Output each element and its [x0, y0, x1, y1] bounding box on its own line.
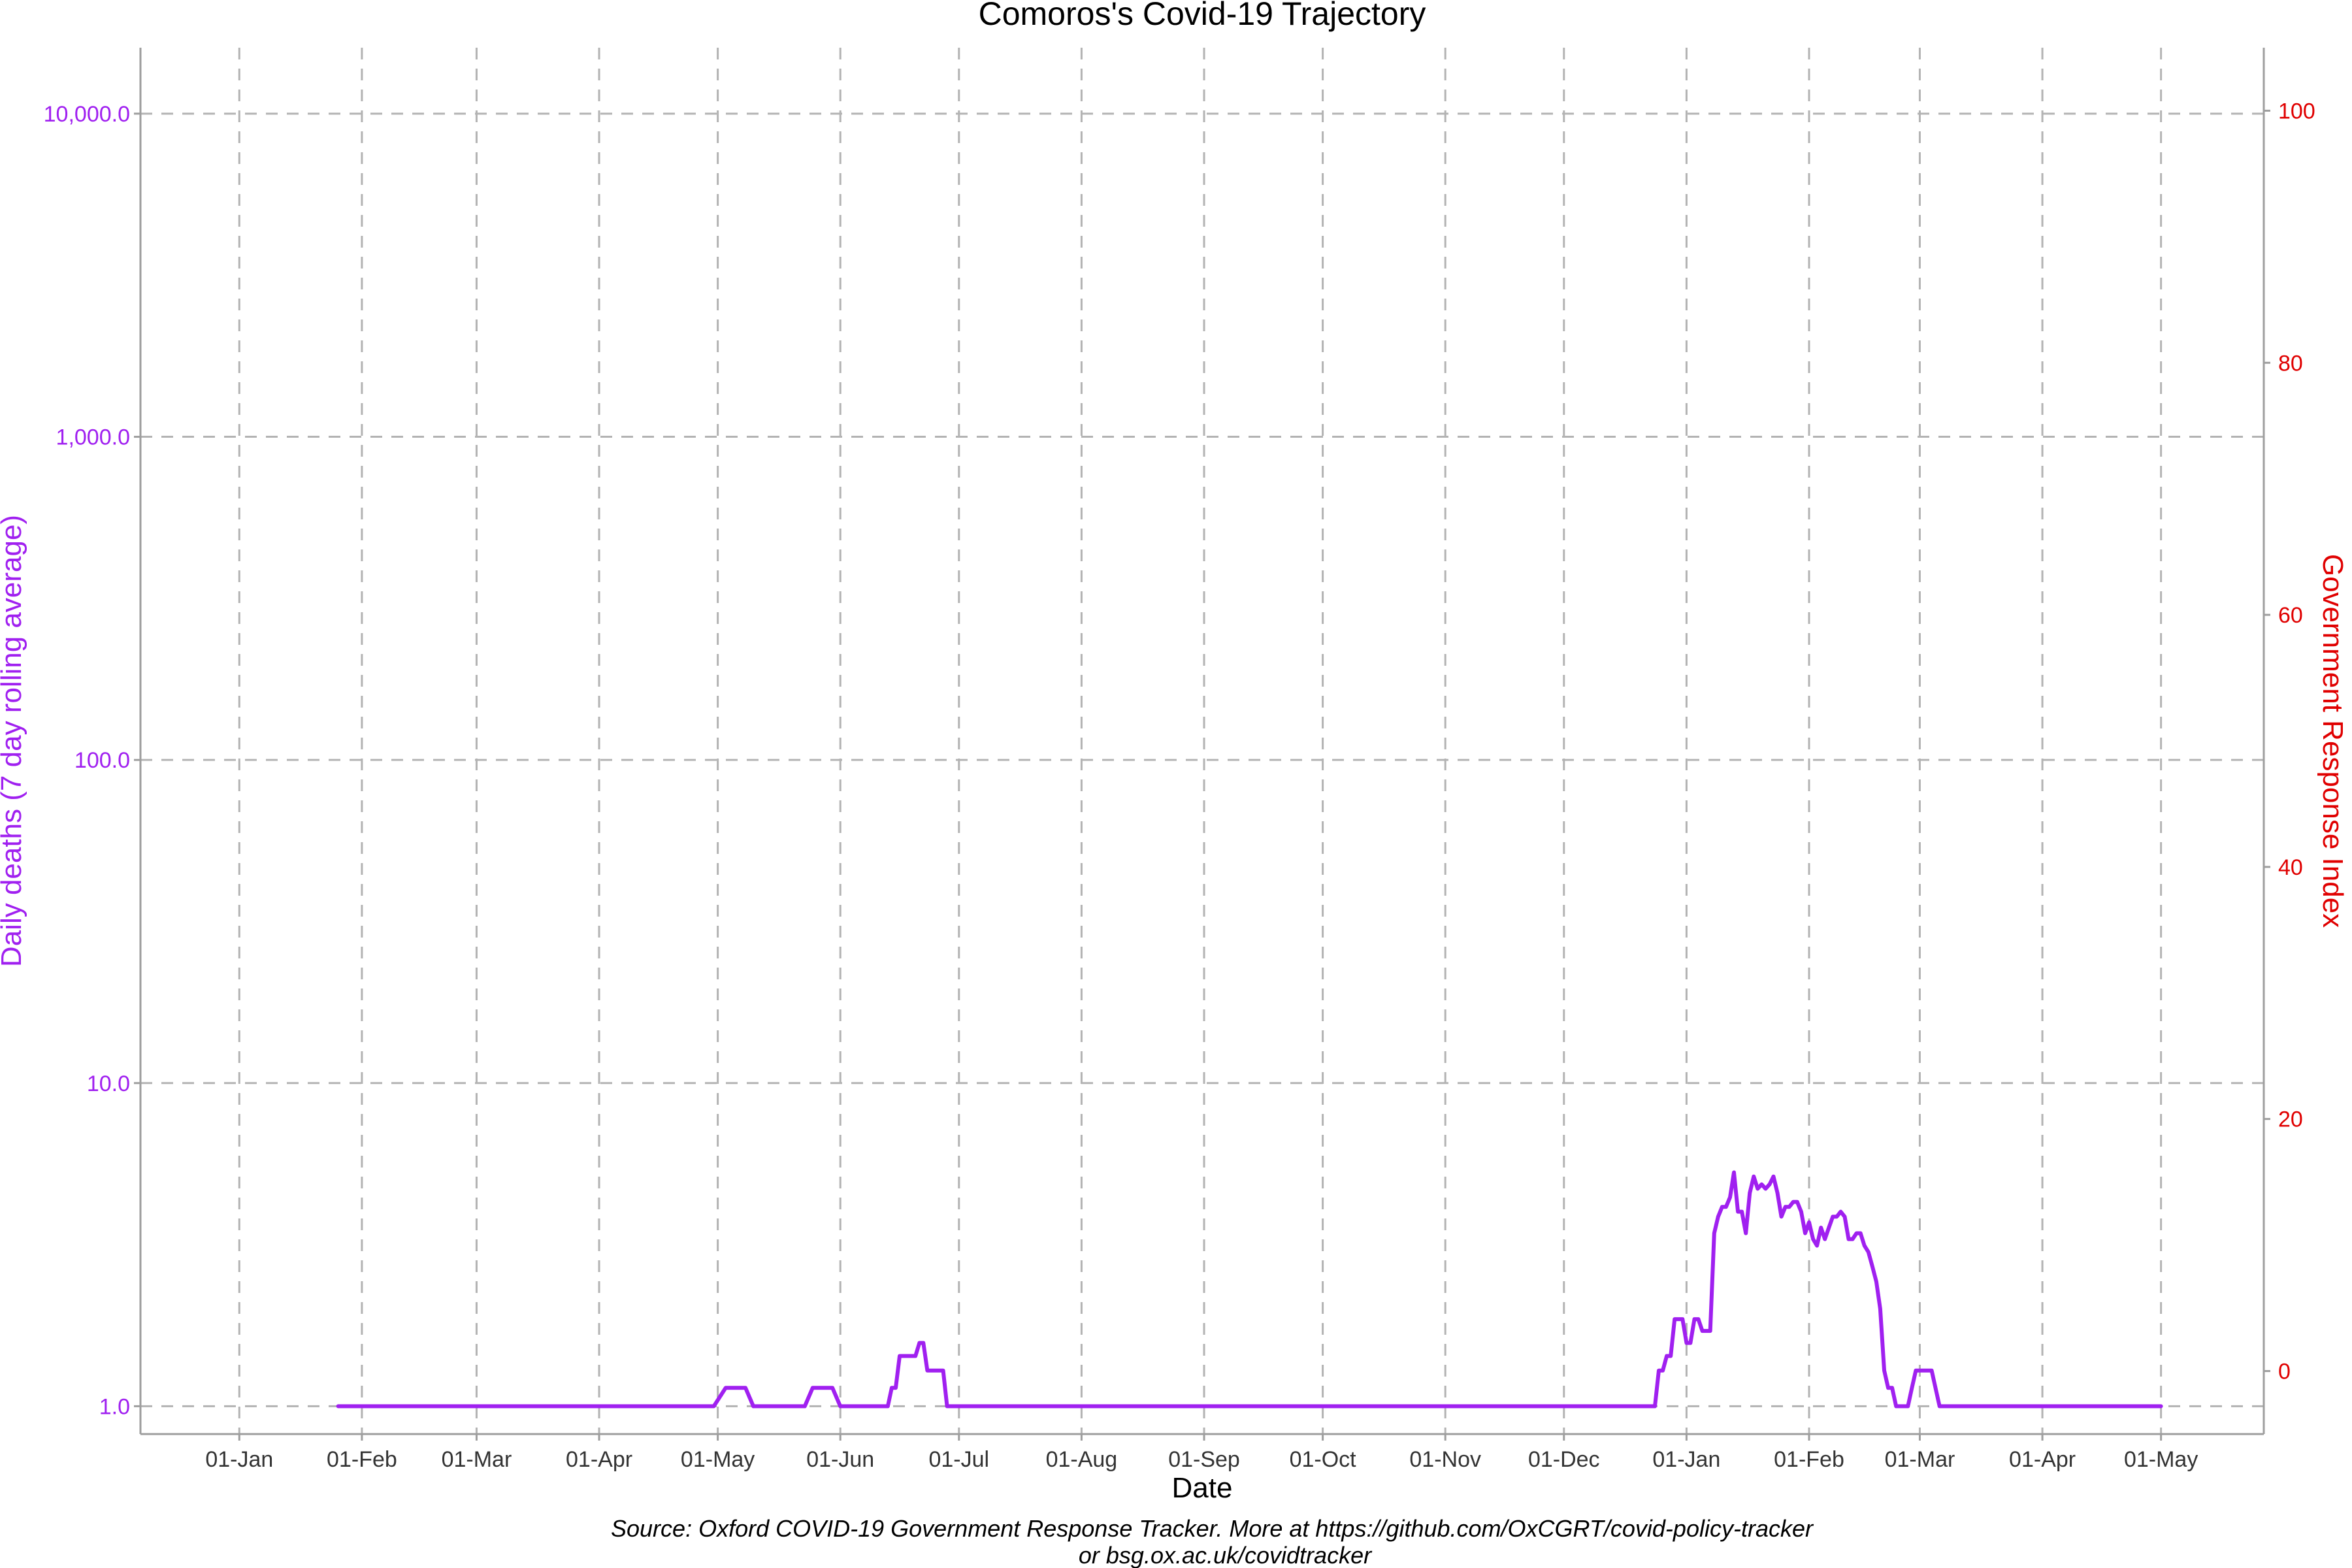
y-left-tick-label: 10.0 [87, 1071, 130, 1096]
y-axis-left-title: Daily deaths (7 day rolling average) [0, 515, 27, 967]
x-tick-label: 01-Sep [1168, 1447, 1240, 1472]
x-tick-label: 01-Aug [1046, 1447, 1118, 1472]
y-left-tick-label: 10,000.0 [44, 102, 130, 127]
deaths-series-line [336, 1170, 2163, 1409]
x-tick-label: 01-Oct [1290, 1447, 1357, 1472]
source-caption-line2: or bsg.ox.ac.uk/covidtracker [1079, 1542, 1373, 1568]
y-right-tick-label: 0 [2278, 1360, 2291, 1384]
y-right-tick-label: 60 [2278, 603, 2303, 628]
y-axis-right-title: Government Response Index [2317, 554, 2349, 928]
x-axis-title: Date [1172, 1472, 1233, 1504]
tick-labels: 01-Jan 01-Feb 01-Mar 01-Apr 01-May 01-Jun 01-J… [44, 99, 2315, 1472]
x-tick-label: 01-May [2124, 1447, 2198, 1472]
y-right-tick-label: 100 [2278, 99, 2315, 123]
x-tick-label: 01-Apr [2009, 1447, 2076, 1472]
y-right-tick-label: 40 [2278, 855, 2303, 880]
x-tick-label: 01-Jan [1652, 1447, 1720, 1472]
x-tick-label: 01-Nov [1409, 1447, 1481, 1472]
x-tick-label: 01-Jun [806, 1447, 874, 1472]
x-tick-label: 01-Mar [442, 1447, 512, 1472]
y-right-tick-label: 80 [2278, 351, 2303, 376]
y-right-tick-label: 20 [2278, 1107, 2303, 1132]
x-tick-label: 01-Jul [928, 1447, 989, 1472]
y-left-tick-label: 1.0 [99, 1394, 130, 1419]
chart-title: Comoros's Covid-19 Trajectory [979, 0, 1426, 32]
x-tick-label: 01-Apr [566, 1447, 632, 1472]
x-tick-label: 01-Jan [205, 1447, 273, 1472]
grid [140, 48, 2264, 1434]
x-tick-label: 01-Feb [327, 1447, 397, 1472]
y-left-tick-label: 100.0 [74, 748, 130, 773]
x-tick-label: 01-May [681, 1447, 755, 1472]
y-left-tick-label: 1,000.0 [56, 425, 130, 450]
source-caption-line1: Source: Oxford COVID-19 Government Respo… [611, 1515, 1814, 1542]
x-tick-label: 01-Dec [1528, 1447, 1600, 1472]
series-layer [336, 1170, 2163, 1409]
x-tick-label: 01-Mar [1885, 1447, 1955, 1472]
x-tick-label: 01-Feb [1774, 1447, 1844, 1472]
